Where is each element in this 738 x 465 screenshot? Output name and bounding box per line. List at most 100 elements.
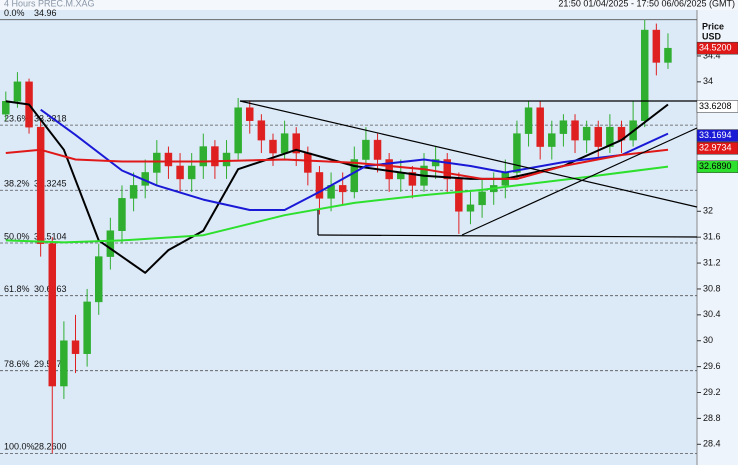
y-tick-label: 31.2	[703, 257, 721, 267]
candle-body	[222, 152, 231, 167]
candle-body	[455, 178, 463, 212]
y-tick-label: 30.4	[703, 309, 721, 319]
candle-body	[13, 81, 22, 102]
candle-body	[315, 172, 324, 199]
price-marker-label: 33.1694	[699, 130, 732, 140]
candle-body	[362, 139, 370, 160]
support-line	[317, 234, 698, 238]
candle-body	[48, 243, 57, 387]
candle-body	[257, 120, 266, 141]
y-tick-label: 34.4	[703, 50, 721, 60]
fib-price-label: 31.5104	[34, 231, 67, 241]
price-marker	[696, 142, 738, 155]
candle-body	[548, 133, 556, 147]
candle-body	[2, 101, 10, 115]
candle-body	[664, 47, 672, 63]
candle-body	[95, 256, 103, 303]
candle-body	[606, 126, 614, 147]
moving-average	[5, 165, 669, 244]
candle-body	[129, 185, 138, 199]
candle-body	[466, 204, 475, 212]
fib-level-label: 0.0%	[4, 8, 25, 18]
candle-body	[640, 29, 649, 121]
price-marker	[696, 129, 738, 142]
price-marker-label: 34.5200	[699, 43, 732, 53]
candle-body	[153, 152, 161, 173]
fib-level-label: 100.0%	[4, 442, 35, 452]
y-tick-label: 31.6	[703, 232, 721, 242]
fib-price-label: 34.96	[34, 8, 57, 18]
candle-body	[60, 340, 68, 387]
candle-body	[536, 107, 544, 147]
price-marker	[696, 41, 738, 55]
y-tick-label: 28.4	[703, 439, 721, 449]
y-tick-label: 28.8	[703, 413, 721, 423]
fib-level-label: 23.6%	[4, 113, 30, 123]
candle-body	[431, 159, 440, 167]
fib-level-label: 61.8%	[4, 284, 30, 294]
moving-average	[40, 108, 669, 211]
descending-trendline	[239, 100, 698, 208]
candle-body	[269, 139, 277, 154]
candle-body	[304, 152, 312, 173]
price-axis-panel	[697, 10, 738, 465]
candle-body	[338, 185, 347, 193]
y-tick-label: 29.2	[703, 387, 721, 397]
candle-body	[106, 230, 115, 257]
fib-level-label: 38.2%	[4, 179, 30, 189]
y-tick-label: 30.8	[703, 283, 721, 293]
candle-body	[571, 120, 579, 141]
candle-body	[199, 146, 208, 167]
candle-body	[36, 126, 45, 244]
trendlines	[239, 100, 698, 238]
candle-body	[164, 152, 173, 167]
candle-body	[582, 126, 591, 141]
candle-body	[443, 159, 451, 180]
candle-body	[350, 159, 359, 193]
moving-average	[5, 148, 669, 180]
ascending-trendline	[461, 127, 698, 236]
fib-level-label: 78.6%	[4, 359, 30, 369]
candle-body	[118, 198, 126, 231]
price-marker	[696, 160, 738, 173]
date-range: 21:50 01/04/2025 - 17:50 06/06/2025 (GMT…	[558, 0, 735, 8]
candle-body	[373, 139, 382, 160]
price-marker	[696, 100, 738, 113]
y-tick-label: 29.6	[703, 361, 721, 371]
fib-price-label: 32.3245	[34, 179, 67, 189]
fib-price-label: 33.3318	[34, 113, 67, 123]
candle-body	[478, 191, 486, 206]
fib-level-label: 50.0%	[4, 231, 30, 241]
candle-body	[211, 146, 219, 167]
axis-title: Price	[702, 21, 724, 31]
candle-body	[176, 165, 184, 180]
candle-body	[292, 133, 300, 154]
candle-body	[385, 159, 393, 180]
candle-body	[83, 301, 91, 354]
chart-title: 4 Hours PREC.M.XAG	[4, 0, 95, 8]
candle-body	[71, 340, 80, 354]
candle-body	[559, 120, 568, 134]
candle-body	[513, 133, 521, 173]
price-marker-label: 32.6890	[699, 161, 732, 171]
candle-body	[234, 107, 242, 154]
candle-body	[280, 133, 289, 154]
y-tick-label: 34	[703, 76, 713, 86]
candle-body	[594, 126, 602, 147]
candle-body	[408, 172, 417, 186]
y-tick-label: 32	[703, 206, 713, 216]
price-marker-label: 32.9734	[699, 143, 732, 153]
header-bar	[0, 0, 738, 10]
layers: 0.0% 34.96 23.6% 33.3318 38.2% 32.3245 50.0% 31…	[0, 8, 697, 454]
fib-price-label: 28.2600	[34, 442, 67, 452]
y-tick-label: 30	[703, 335, 713, 345]
price-marker-label: 33.6208	[699, 101, 732, 111]
candle-body	[246, 107, 254, 121]
candle-body	[187, 165, 196, 180]
axis-unit: USD	[702, 31, 722, 41]
candle-body	[652, 29, 661, 63]
candle-body	[524, 107, 533, 134]
